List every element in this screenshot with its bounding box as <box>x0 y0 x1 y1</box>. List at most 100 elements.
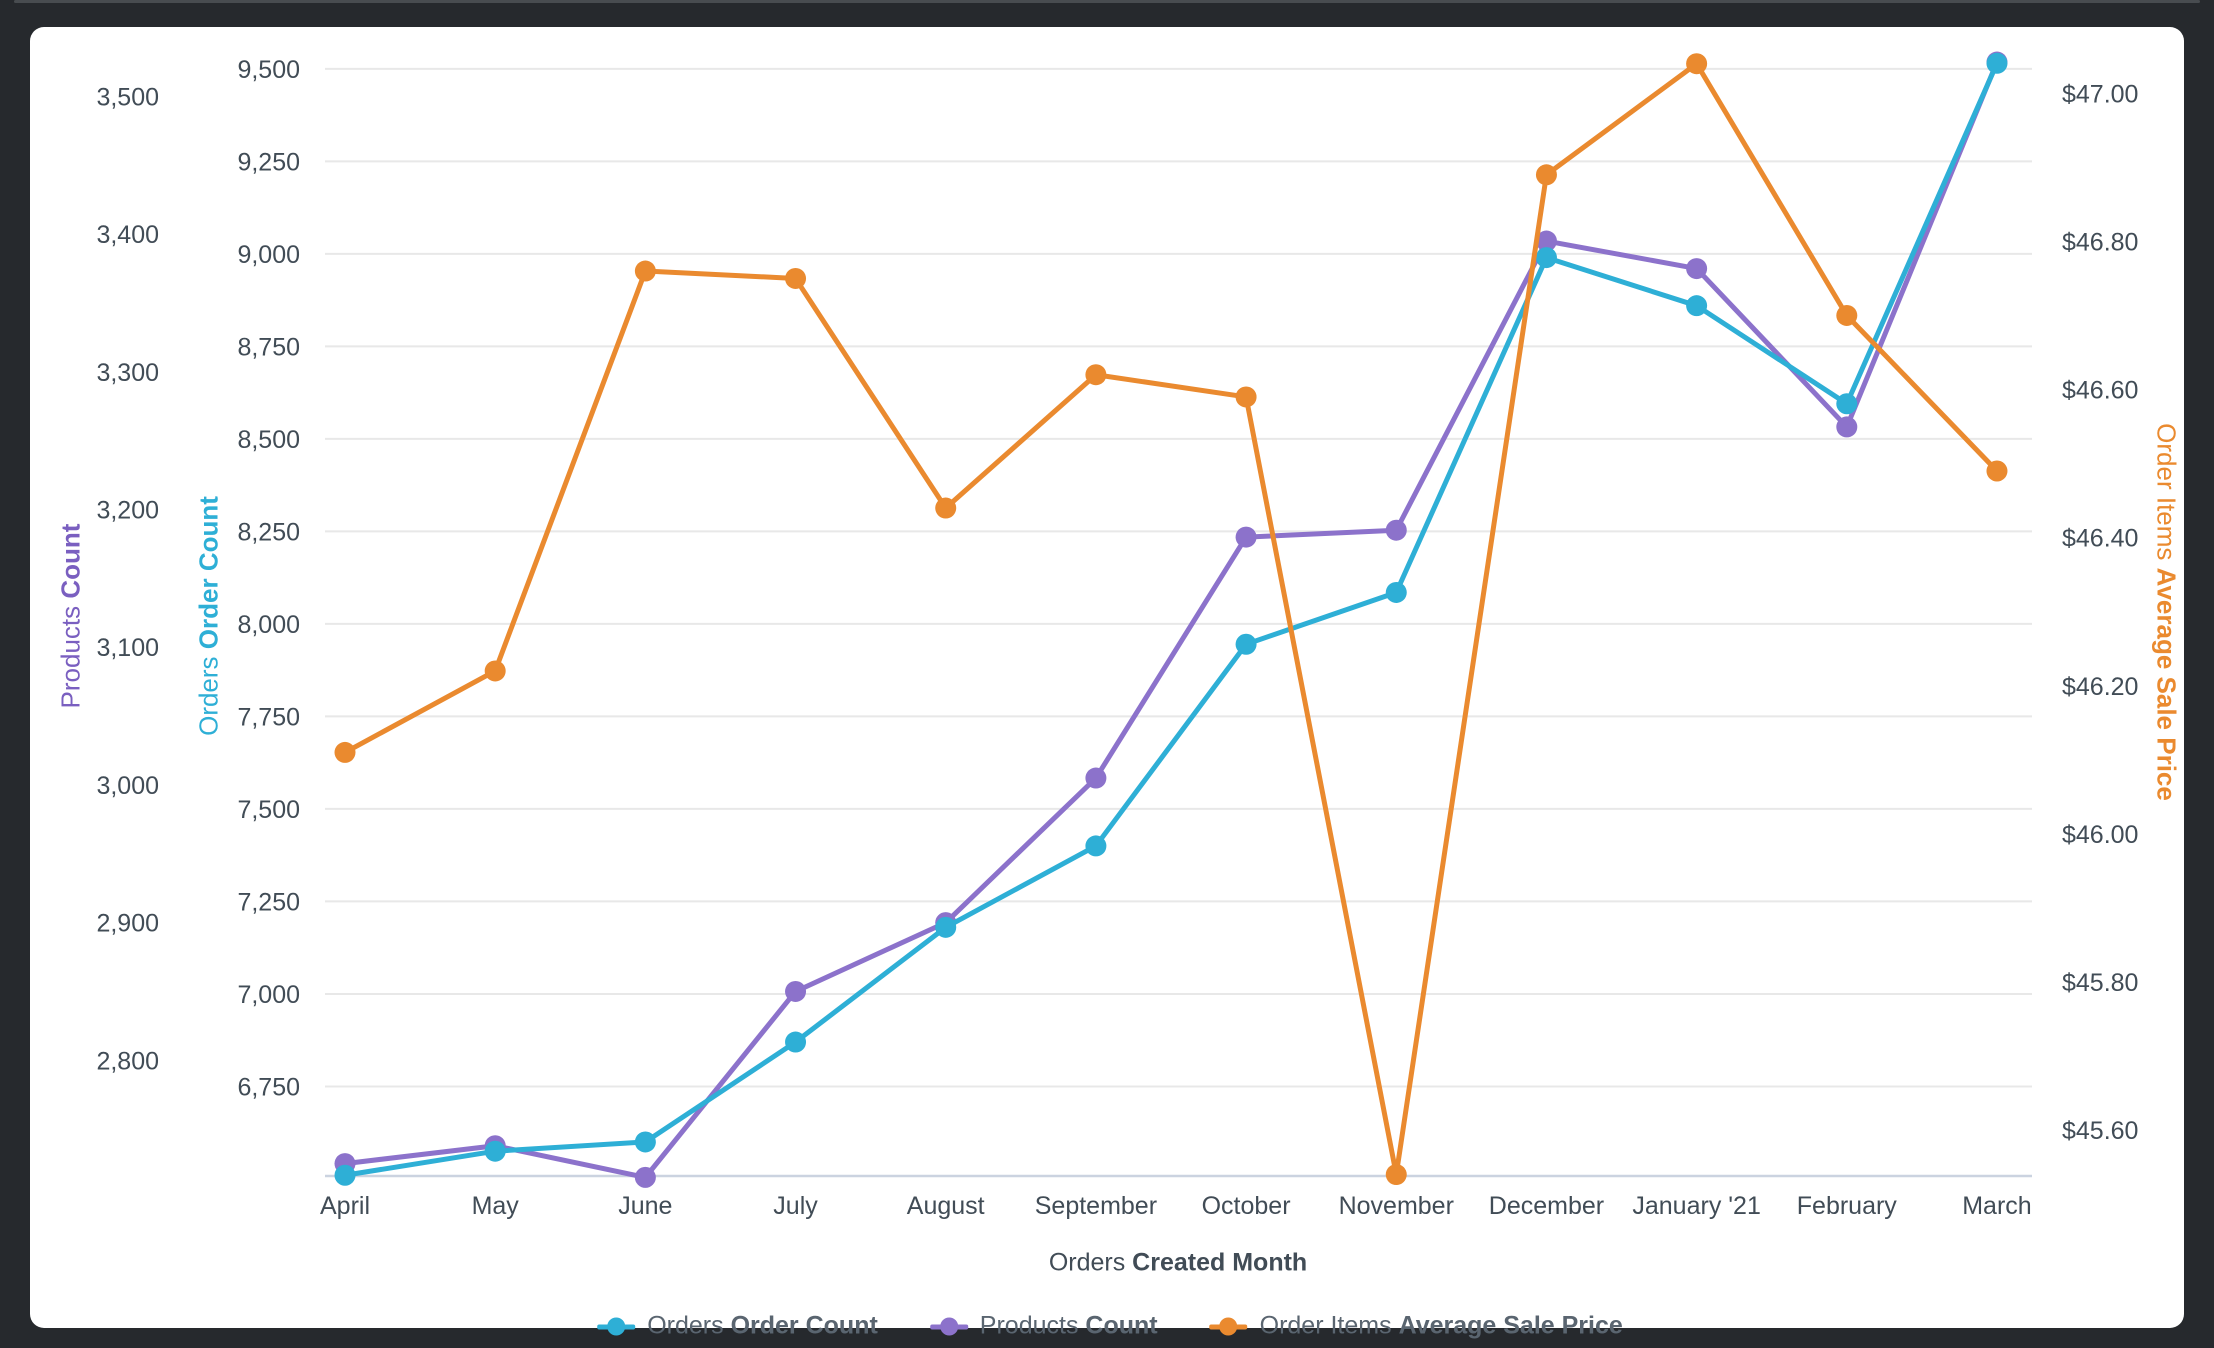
axis-title-view-name: Orders <box>193 656 224 736</box>
price-axis-tick-label: $46.80 <box>2062 228 2138 256</box>
data-point-price[interactable] <box>1686 53 1708 75</box>
products-axis-tick-label: 3,300 <box>96 359 159 387</box>
data-point-price[interactable] <box>785 267 807 289</box>
window-edge-highlight <box>14 0 2200 3</box>
series-line-price[interactable] <box>342 61 2000 1178</box>
legend-label: Orders Order Count <box>647 1311 878 1340</box>
orders-axis-tick-label: 8,750 <box>237 333 300 361</box>
orders-axis-tick-label: 7,000 <box>237 981 300 1009</box>
x-tick-label: January '21 <box>1632 1192 1760 1220</box>
orders-axis-tick-label: 9,000 <box>237 241 300 269</box>
data-point-orders[interactable] <box>1085 835 1107 857</box>
orders-axis-tick-label: 8,500 <box>237 426 300 454</box>
data-point-products[interactable] <box>1385 519 1407 541</box>
data-point-orders[interactable] <box>1836 393 1858 415</box>
axis-title-field-name: Created Month <box>1132 1248 1308 1277</box>
legend-item-products-count[interactable]: Products Count <box>929 1311 1158 1341</box>
series-line-orders[interactable] <box>342 60 2000 1178</box>
x-tick-label: December <box>1489 1192 1604 1220</box>
legend-item-average-sale-price[interactable]: Order Items Average Sale Price <box>1209 1311 1623 1341</box>
orders-axis-tick-label: 8,250 <box>237 518 300 546</box>
price-axis-tick-label: $45.60 <box>2062 1117 2138 1145</box>
data-point-price[interactable] <box>1385 1164 1407 1186</box>
data-point-orders[interactable] <box>334 1164 356 1186</box>
products-axis-tick-label: 3,100 <box>96 634 159 662</box>
data-point-price[interactable] <box>1085 364 1107 386</box>
data-point-orders[interactable] <box>785 1031 807 1053</box>
chart-card <box>30 27 2184 1328</box>
data-point-orders[interactable] <box>1235 633 1257 655</box>
data-point-products[interactable] <box>1235 526 1257 548</box>
x-tick-label: November <box>1339 1192 1454 1220</box>
data-point-products[interactable] <box>1836 416 1858 438</box>
x-tick-label: August <box>907 1192 985 1220</box>
data-point-price[interactable] <box>1836 304 1858 326</box>
data-point-products[interactable] <box>634 1166 656 1188</box>
orders-axis-tick-label: 8,000 <box>237 611 300 639</box>
data-point-price[interactable] <box>334 741 356 763</box>
data-point-price[interactable] <box>1535 164 1557 186</box>
data-point-products[interactable] <box>1686 258 1708 280</box>
products-axis-tick-label: 3,400 <box>96 221 159 249</box>
data-point-orders[interactable] <box>1686 295 1708 317</box>
orders-axis-tick-label: 6,750 <box>237 1073 300 1101</box>
price-axis-tick-label: $47.00 <box>2062 80 2138 108</box>
axis-title-view-name: Orders <box>1048 1248 1126 1277</box>
axis-title-view-name: Order Items <box>2151 423 2182 561</box>
data-point-orders[interactable] <box>634 1131 656 1153</box>
orders-axis-tick-label: 7,500 <box>237 796 300 824</box>
data-point-products[interactable] <box>1085 767 1107 789</box>
orders-axis-tick-label: 9,250 <box>237 148 300 176</box>
y-axis-title-orders-order-count: Orders Order Count <box>194 496 225 736</box>
x-tick-label: July <box>773 1192 818 1220</box>
data-point-orders[interactable] <box>1385 581 1407 603</box>
chart-legend: Orders Order Count Products Count Order … <box>597 1312 1623 1341</box>
products-axis-tick-label: 3,500 <box>96 83 159 111</box>
price-axis-tick-label: $46.40 <box>2062 525 2138 553</box>
legend-line-dot-icon <box>1209 1316 1248 1336</box>
legend-label: Products Count <box>979 1311 1158 1340</box>
legend-line-dot-icon <box>597 1316 636 1336</box>
data-point-price[interactable] <box>1235 386 1257 408</box>
legend-item-orders-order-count[interactable]: Orders Order Count <box>597 1312 878 1341</box>
products-axis-tick-label: 2,900 <box>96 910 159 938</box>
x-tick-label: May <box>472 1192 520 1220</box>
axis-title-field-name: Count <box>55 523 86 599</box>
legend-label: Order Items Average Sale Price <box>1259 1311 1623 1340</box>
y-axis-title-average-sale-price: Order Items Average Sale Price <box>2151 423 2182 801</box>
data-point-price[interactable] <box>1986 460 2008 482</box>
price-axis-tick-label: $45.80 <box>2062 969 2138 997</box>
products-axis-tick-label: 3,000 <box>96 772 159 800</box>
axis-title-field-name: Average Sale Price <box>2151 567 2182 801</box>
x-tick-label: March <box>1962 1192 2031 1220</box>
axis-title-field-name: Order Count <box>193 496 224 650</box>
orders-axis-tick-label: 7,250 <box>237 888 300 916</box>
x-tick-label: June <box>618 1192 672 1220</box>
series-line-products[interactable] <box>342 59 2000 1180</box>
data-point-price[interactable] <box>484 660 506 682</box>
data-point-orders[interactable] <box>1986 52 2008 74</box>
data-point-products[interactable] <box>1535 230 1557 252</box>
price-axis-tick-label: $46.00 <box>2062 821 2138 849</box>
price-axis-tick-label: $46.20 <box>2062 673 2138 701</box>
data-point-price[interactable] <box>634 260 656 282</box>
x-tick-label: September <box>1035 1192 1157 1220</box>
data-point-orders[interactable] <box>1535 247 1557 269</box>
x-axis-title: Orders Created Month <box>1049 1249 1307 1278</box>
orders-axis-tick-label: 9,500 <box>237 56 300 84</box>
products-axis-tick-label: 3,200 <box>96 497 159 525</box>
products-axis-tick-label: 2,800 <box>96 1047 159 1075</box>
price-axis-tick-label: $46.60 <box>2062 377 2138 405</box>
legend-line-dot-icon <box>929 1316 968 1336</box>
orders-axis-tick-label: 7,750 <box>237 703 300 731</box>
data-point-price[interactable] <box>935 497 957 519</box>
x-tick-label: October <box>1202 1192 1291 1220</box>
data-point-orders[interactable] <box>484 1140 506 1162</box>
x-tick-label: April <box>320 1192 370 1220</box>
data-point-orders[interactable] <box>935 916 957 938</box>
axis-title-view-name: Products <box>55 605 86 709</box>
data-point-products[interactable] <box>785 980 807 1002</box>
y-axis-title-products-count: Products Count <box>56 524 87 709</box>
x-tick-label: February <box>1797 1192 1898 1220</box>
